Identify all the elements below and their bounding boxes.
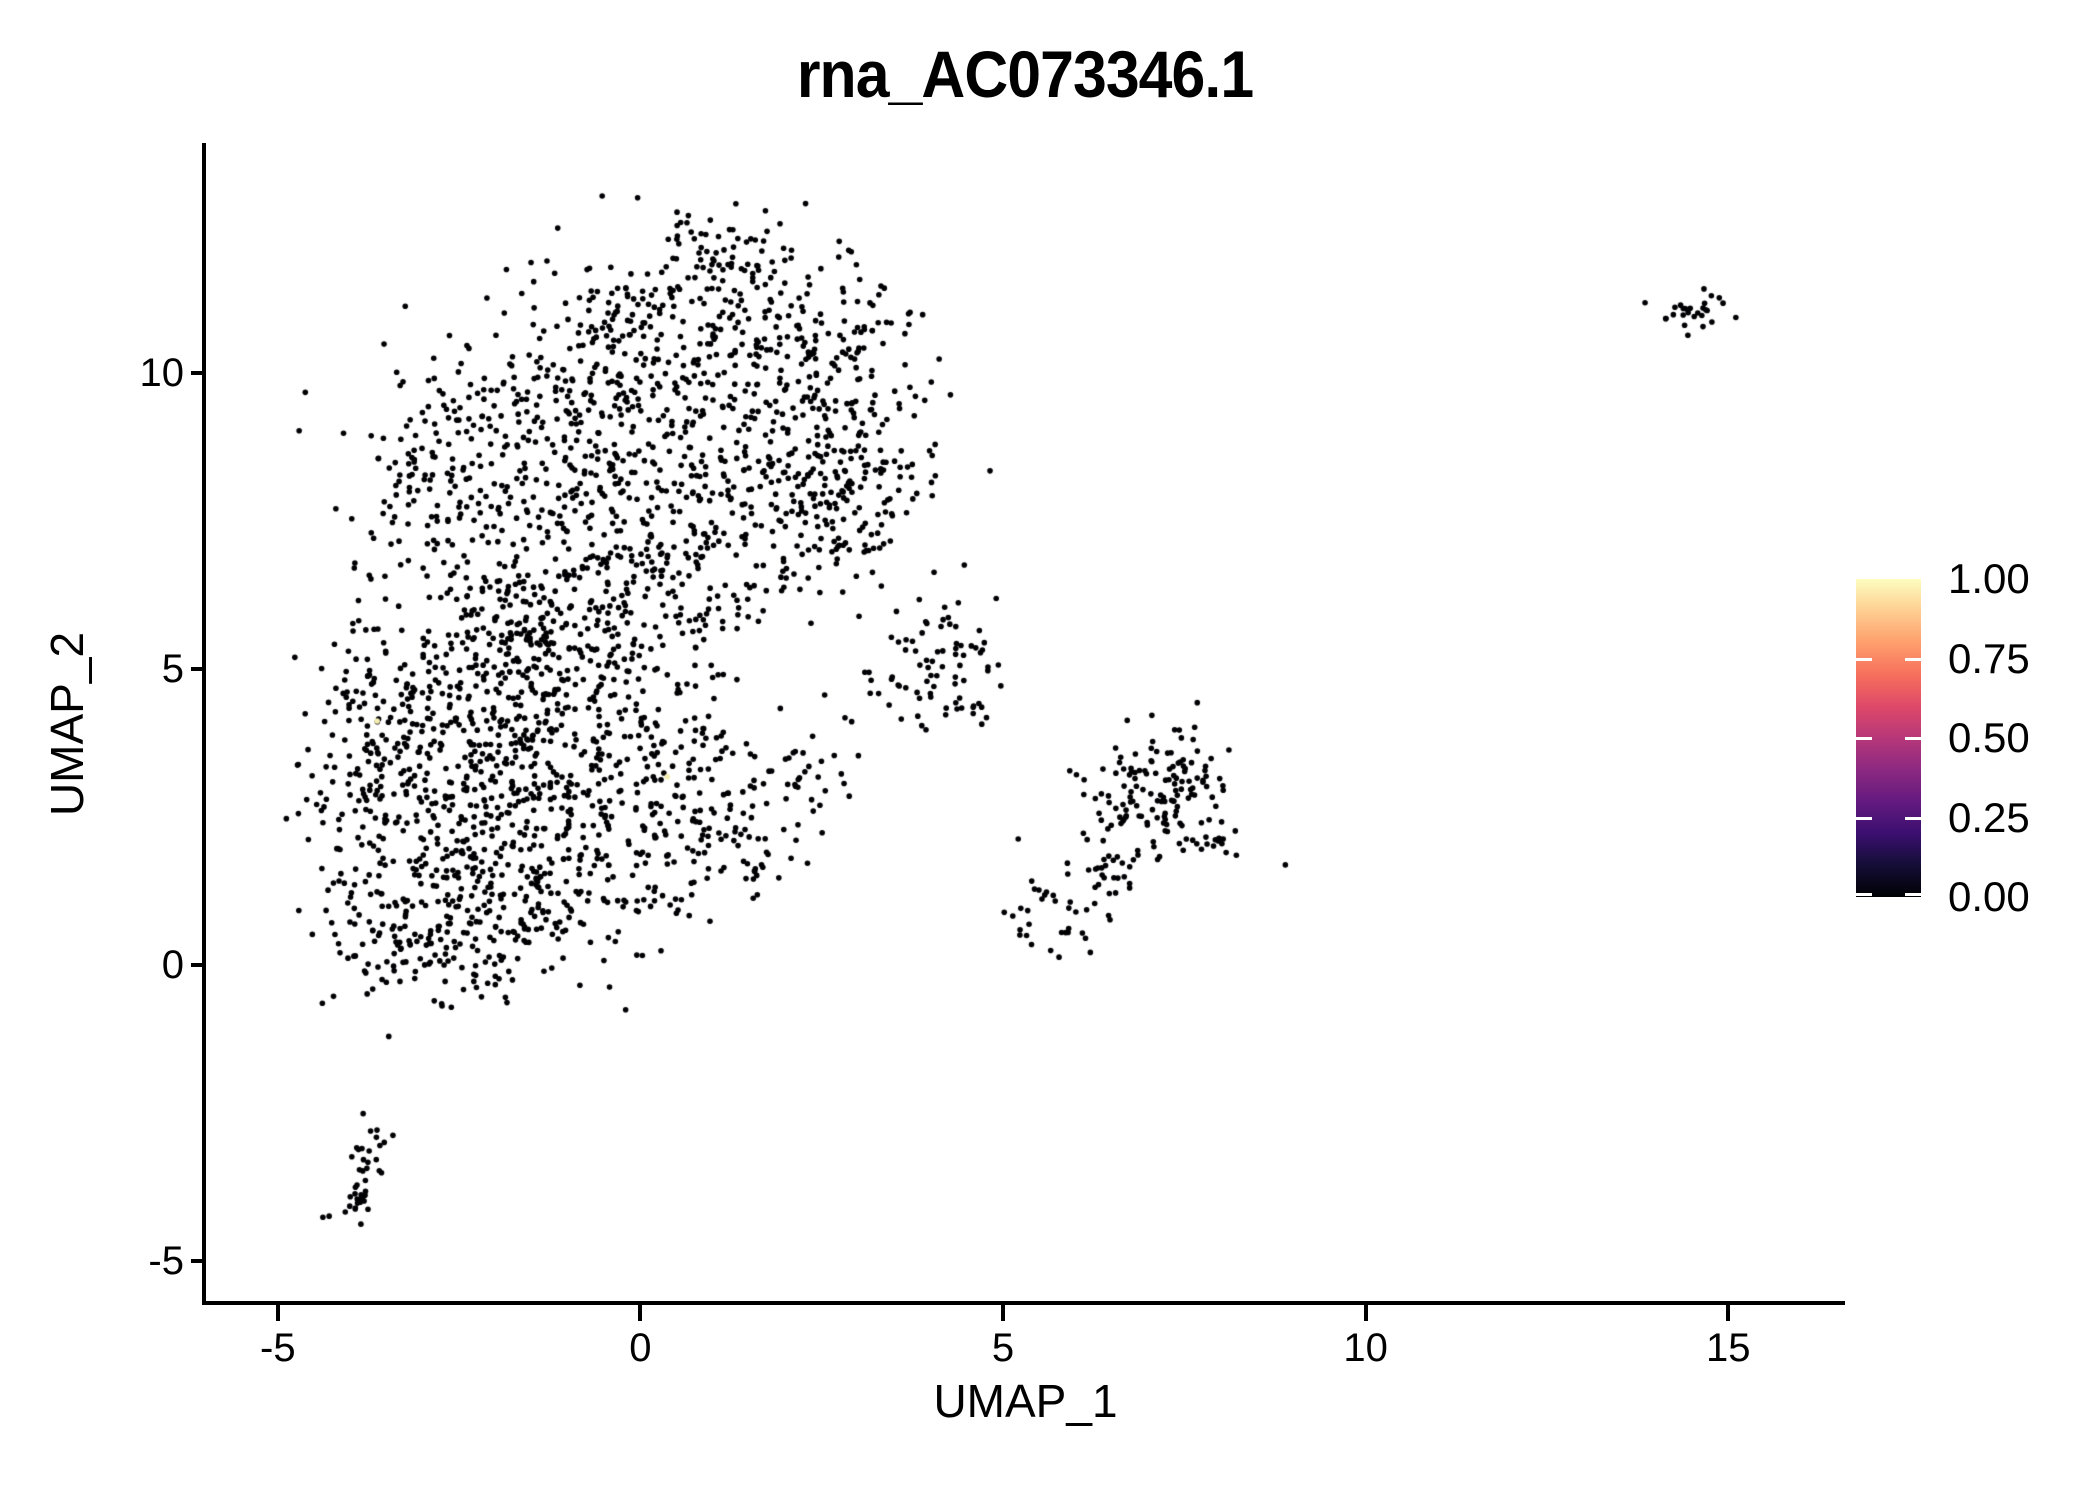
y-tick-label: 5 bbox=[161, 646, 184, 691]
x-tick-mark bbox=[1726, 1305, 1731, 1321]
legend-label: 0.75 bbox=[1948, 634, 2030, 682]
x-tick-label: 10 bbox=[1343, 1326, 1388, 1370]
y-tick-mark bbox=[191, 370, 206, 375]
legend-label: 0.50 bbox=[1948, 714, 2030, 761]
x-tick-mark bbox=[275, 1305, 280, 1321]
x-tick-label: -5 bbox=[260, 1326, 296, 1370]
y-axis-title: UMAP_2 bbox=[41, 631, 93, 817]
y-tick-label: 0 bbox=[161, 942, 184, 987]
x-tick-label: 15 bbox=[1705, 1326, 1751, 1370]
legend-tick-mark bbox=[1856, 816, 1872, 820]
legend-tick-mark bbox=[1905, 893, 1921, 896]
x-tick-label: 5 bbox=[991, 1326, 1015, 1370]
x-tick-label: 0 bbox=[629, 1326, 652, 1370]
legend-tick-mark bbox=[1856, 737, 1872, 740]
y-tick-label: -5 bbox=[148, 1238, 184, 1283]
y-tick-mark bbox=[191, 962, 206, 967]
x-tick-mark bbox=[1001, 1305, 1006, 1321]
legend-label: 1.00 bbox=[1948, 555, 2030, 602]
y-tick-mark bbox=[191, 666, 206, 671]
y-tick-mark bbox=[191, 1258, 206, 1263]
y-axis-line bbox=[202, 143, 206, 1305]
legend-tick-mark bbox=[1856, 657, 1872, 661]
legend-tick-mark bbox=[1905, 737, 1921, 740]
plot-title: rna_AC073346.1 bbox=[797, 37, 1254, 111]
legend-tick-mark bbox=[1856, 893, 1872, 896]
y-tick-label: 10 bbox=[139, 350, 185, 395]
x-tick-mark bbox=[1363, 1305, 1368, 1321]
legend-tick-mark bbox=[1905, 657, 1921, 661]
x-tick-mark bbox=[638, 1305, 643, 1321]
x-axis-line bbox=[202, 1301, 1845, 1305]
x-axis-title: UMAP_1 bbox=[933, 1375, 1118, 1427]
legend-label: 0.25 bbox=[1948, 793, 2030, 841]
legend-label: 0.00 bbox=[1948, 873, 2030, 920]
legend-tick-mark bbox=[1905, 816, 1921, 820]
